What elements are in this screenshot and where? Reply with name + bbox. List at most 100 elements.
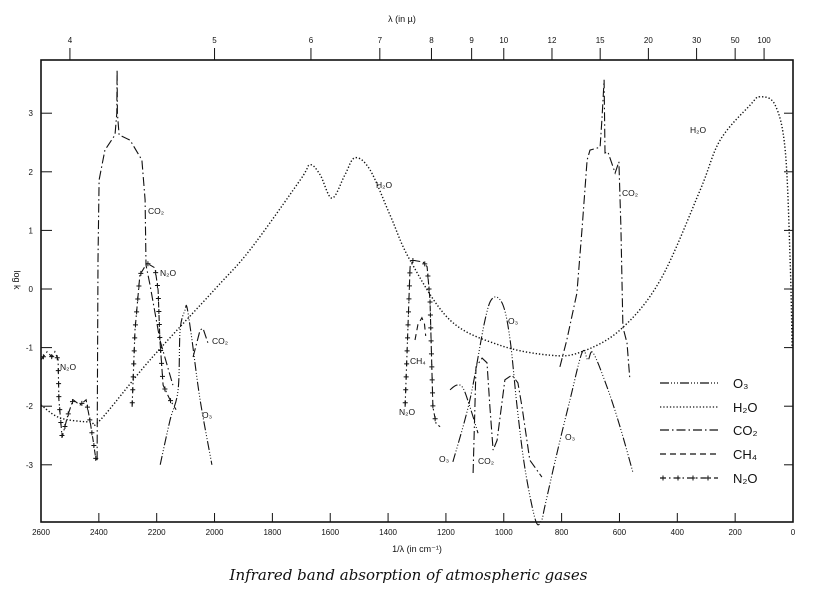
n2o-marker: [156, 321, 162, 327]
top-tick-label: 20: [644, 36, 653, 45]
n2o-marker: [406, 283, 412, 289]
n2o-marker: [65, 411, 71, 417]
x-tick-label: 800: [555, 528, 569, 537]
n2o-marker: [428, 325, 434, 331]
n2o-marker: [405, 309, 411, 315]
curve-label: CO₂: [622, 188, 638, 198]
x-tick-label: 2000: [206, 528, 224, 537]
x-tick-label: 1000: [495, 528, 513, 537]
n2o-marker: [59, 432, 65, 438]
legend-item-o3: O₃: [660, 376, 748, 391]
x-tick-label: 1600: [321, 528, 339, 537]
x-tick-label: 1800: [263, 528, 281, 537]
n2o-marker: [406, 296, 412, 302]
x-tick-label: 600: [613, 528, 627, 537]
x-tick-label: 2600: [32, 528, 50, 537]
curve-label: CO₂: [212, 336, 228, 346]
figure-caption: Infrared band absorption of atmospheric …: [229, 566, 588, 584]
curve-annotations: N₂O CO₂ N₂O CO₂ O₃ H₂O CH₄ N₂O O₃ CO₂ O₃ O₃ CO₂ H₂O: [60, 125, 706, 466]
top-tick-label: 7: [378, 36, 383, 45]
n2o-marker: [158, 347, 164, 353]
n2o-marker: [145, 261, 151, 267]
curve-label: H₂O: [376, 180, 392, 190]
n2o-marker: [131, 348, 137, 354]
o3-curve: [449, 384, 479, 434]
n2o-marker: [93, 455, 99, 461]
plot-frame: [40, 59, 794, 523]
n2o-curve: [404, 259, 441, 428]
n2o-marker: [135, 296, 141, 302]
n2o-marker: [432, 416, 438, 422]
n2o-marker: [405, 322, 411, 328]
n2o-marker: [132, 322, 138, 328]
series-ch4: [414, 316, 427, 341]
co2-curve: [192, 327, 209, 358]
n2o-marker: [157, 334, 163, 340]
n2o-marker: [130, 387, 136, 393]
y-tick-label: 3: [29, 109, 34, 118]
n2o-marker: [168, 398, 174, 404]
n2o-marker: [429, 377, 435, 383]
n2o-marker: [138, 270, 144, 276]
legend-label: CH₄: [733, 447, 757, 462]
n2o-marker: [429, 364, 435, 370]
legend-label: N₂O: [733, 471, 758, 486]
n2o-marker: [705, 475, 711, 481]
x-tick-label: 1200: [437, 528, 455, 537]
o3-curve: [452, 296, 634, 526]
n2o-marker: [54, 355, 60, 361]
n2o-marker: [55, 368, 61, 374]
n2o-marker: [407, 270, 413, 276]
top-tick-label: 9: [469, 36, 474, 45]
y-tick-label: 0: [29, 285, 34, 294]
n2o-marker: [405, 335, 411, 341]
top-tick-label: 4: [68, 36, 73, 45]
curve-label: CH₄: [410, 356, 426, 366]
n2o-marker: [58, 420, 64, 426]
y-tick-label: -3: [26, 461, 34, 470]
n2o-marker: [129, 400, 135, 406]
curve-label: N₂O: [160, 268, 176, 278]
n2o-marker: [131, 361, 137, 367]
co2-curve: [96, 69, 174, 461]
ch4-curve: [414, 316, 427, 341]
n2o-curve: [40, 350, 97, 461]
n2o-marker: [56, 381, 62, 387]
n2o-marker: [425, 273, 431, 279]
curve-label: CO₂: [148, 206, 164, 216]
x-tick-label: 400: [671, 528, 685, 537]
legend-label: H₂O: [733, 400, 758, 415]
co2-curve: [559, 79, 631, 380]
n2o-marker: [62, 423, 68, 429]
co2-curve: [472, 357, 543, 478]
legend-item-n2o: N₂O: [660, 471, 758, 486]
n2o-marker: [136, 283, 142, 289]
y-tick-label: 2: [29, 168, 34, 177]
y-axis-label: log k: [12, 270, 22, 290]
x-tick-label: 200: [728, 528, 742, 537]
legend: O₃ H₂O CO₂ CH₄ N₂O: [660, 376, 758, 486]
curve-label: H₂O: [690, 125, 706, 135]
y-tick-label: -1: [26, 344, 34, 353]
n2o-marker: [89, 430, 95, 436]
top-tick-label: 12: [548, 36, 557, 45]
top-tick-label: 30: [692, 36, 701, 45]
n2o-marker: [660, 475, 666, 481]
x-tick-label: 2200: [148, 528, 166, 537]
axis-ticks: 2600 2400 2200 2000 1800 1600 1400 1200 1000 800 6…: [26, 36, 796, 537]
n2o-marker: [132, 335, 138, 341]
n2o-marker: [91, 443, 97, 449]
n2o-marker: [153, 270, 159, 276]
series-co2: [96, 69, 631, 478]
top-tick-label: 100: [757, 36, 771, 45]
plot-border: [40, 59, 794, 523]
n2o-marker: [154, 283, 160, 289]
x-axis-label: 1/λ (in cm⁻¹): [392, 544, 442, 554]
n2o-marker: [134, 309, 140, 315]
n2o-marker: [402, 400, 408, 406]
x-tick-label: 0: [791, 528, 796, 537]
top-tick-label: 10: [499, 36, 508, 45]
n2o-marker: [79, 400, 85, 406]
top-axis-label: λ (in µ): [388, 14, 416, 24]
